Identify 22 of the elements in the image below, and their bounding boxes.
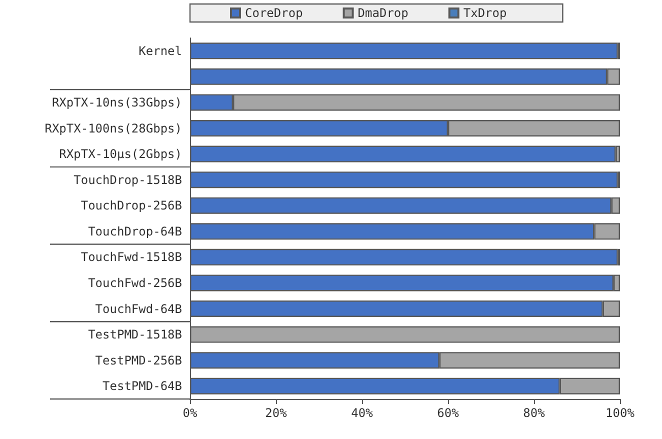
x-tick-label: 40% [351, 406, 374, 420]
x-tick-label: 60% [437, 406, 460, 420]
x-tick-label: 80% [523, 406, 546, 420]
y-tick-label: RXpTX-10µs(2Gbps) [59, 147, 182, 162]
x-tick-label: 0% [182, 406, 198, 420]
x-tick-label: 100% [606, 406, 636, 420]
y-tick-label: RXpTX-10ns(33Gbps) [52, 95, 182, 110]
legend-label: TxDrop [463, 6, 507, 20]
legend-label: CoreDrop [245, 6, 303, 20]
y-tick-label: TestPMD-256B [95, 353, 182, 368]
y-tick-label: TouchFwd-256B [88, 276, 182, 290]
y-tick-label: TestPMD-64B [102, 379, 182, 394]
y-tick-label: TouchDrop-256B [80, 198, 182, 213]
x-tick-label: 20% [265, 406, 288, 420]
y-tick-label: TouchDrop-1518B [74, 172, 182, 187]
y-tick-label: TouchFwd-64B [95, 302, 182, 316]
y-tick-label: TestPMD-1518B [88, 328, 182, 342]
y-tick-label: Kernel [138, 44, 182, 58]
y-tick-label: RXpTX-100ns(28Gbps) [44, 121, 182, 136]
y-tick-label: TouchDrop-64B [88, 224, 182, 238]
y-tick-label: TouchFwd-1518B [80, 250, 182, 264]
legend-label: DmaDrop [358, 6, 408, 20]
